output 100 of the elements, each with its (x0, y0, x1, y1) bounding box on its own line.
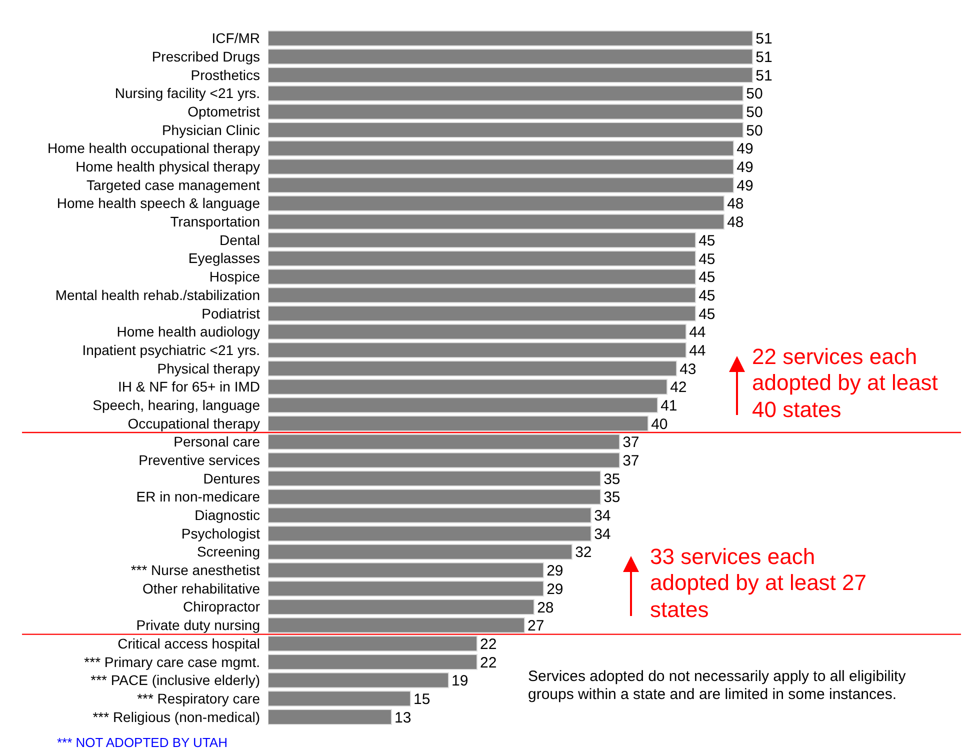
data-label: 42 (670, 379, 687, 396)
data-label: 50 (746, 104, 763, 122)
bar (268, 85, 744, 102)
y-tick-label: Dental (220, 232, 260, 248)
y-tick-label: Home health physical therapy (76, 158, 260, 175)
y-tick-label: Home health audiology (116, 324, 260, 340)
y-tick-label: *** Respiratory care (137, 690, 260, 706)
data-label: 50 (746, 86, 763, 103)
data-label: 45 (698, 306, 716, 323)
bar (268, 690, 412, 707)
data-label: 22 (480, 654, 497, 672)
data-label: 19 (452, 672, 468, 690)
y-tick-label: Prescribed Drugs (152, 48, 260, 64)
bar (268, 67, 754, 84)
bar (268, 580, 544, 597)
y-tick-label: Mental health rehab./stabilization (55, 286, 260, 303)
y-tick-label: Screening (196, 544, 260, 560)
data-label: 49 (736, 159, 754, 176)
bar (268, 562, 544, 578)
data-label: 29 (546, 562, 564, 580)
bar (268, 195, 725, 212)
data-label: 49 (736, 140, 754, 158)
y-tick-label: *** Primary care case mgmt. (84, 654, 260, 670)
y-tick-label: Podiatrist (202, 305, 260, 322)
y-tick-label: ER in non-medicare (136, 488, 260, 505)
bar (268, 214, 725, 230)
y-tick-label: Preventive services (138, 452, 260, 468)
bar (268, 48, 754, 65)
data-label: 35 (604, 470, 620, 488)
y-tick-label: Dentures (203, 470, 260, 486)
y-tick-label: Critical access hospital (118, 635, 260, 652)
bar (268, 416, 649, 432)
data-label: 50 (746, 122, 763, 140)
y-tick-label: Diagnostic (194, 507, 260, 524)
y-tick-label: Speech, hearing, language (92, 396, 260, 413)
annotation: 22 services each adopted by at least 40 states (752, 344, 939, 424)
data-label: 27 (528, 618, 544, 635)
y-tick-label: *** Nurse anesthetist (130, 562, 260, 578)
data-label: 29 (546, 580, 564, 598)
y-tick-label: Occupational therapy (128, 415, 260, 432)
data-label: 41 (660, 398, 678, 414)
bar (268, 140, 734, 156)
bar (268, 232, 696, 248)
y-tick-label: Physical therapy (157, 360, 260, 376)
y-tick-label: *** Religious (non-medical) (92, 708, 260, 725)
data-label: 22 (480, 636, 497, 653)
y-tick-label: Chiropractor (182, 598, 260, 615)
y-tick-label: Hospice (209, 268, 260, 285)
bar (268, 122, 744, 138)
bar (268, 397, 658, 414)
y-tick-label: Targeted case management (86, 176, 260, 193)
annotation: 33 services each adopted by at least 27 states (650, 544, 868, 624)
data-label: 13 (394, 709, 412, 726)
bar (268, 470, 602, 487)
bar (268, 488, 602, 505)
bar (268, 672, 450, 688)
y-tick-label: Optometrist (188, 104, 260, 120)
data-label: 48 (727, 214, 744, 232)
bar (268, 708, 392, 725)
bar (268, 324, 687, 340)
data-label: 40 (651, 416, 668, 433)
data-label: 45 (698, 250, 716, 268)
data-label: 43 (680, 360, 696, 378)
y-tick-label: Physician Clinic (162, 122, 260, 138)
bar (268, 305, 696, 322)
y-tick-label: IH & NF for 65+ in IMD (118, 378, 260, 395)
y-tick-label: *** PACE (inclusive elderly) (90, 672, 260, 688)
data-label: 49 (736, 177, 754, 194)
data-label: 15 (414, 690, 430, 708)
bar (268, 104, 744, 120)
y-tick-label: Transportation (170, 214, 260, 230)
bar (268, 452, 620, 468)
data-label: 37 (622, 452, 640, 470)
bar (268, 268, 696, 285)
text: *** NOT ADOPTED BY UTAH (57, 735, 228, 751)
y-tick-label: Inpatient psychiatric <21 yrs. (82, 342, 260, 358)
bar (268, 526, 592, 542)
data-label: 45 (698, 287, 716, 304)
annotation: Services adopted do not necessarily apply to all eligibility groups within a state and are limited in some instances. (528, 668, 907, 704)
bar (268, 250, 696, 266)
bar (268, 30, 754, 46)
y-tick-label: ICF/MR (212, 30, 260, 46)
bar (268, 636, 478, 652)
y-tick-label: Home health speech & language (56, 195, 260, 212)
bar (268, 654, 478, 670)
y-tick-label: Private duty nursing (136, 617, 260, 634)
data-label: 28 (537, 599, 554, 616)
data-label: 44 (689, 324, 706, 342)
y-tick-label: Nursing facility <21 yrs. (114, 85, 260, 102)
bar (268, 287, 696, 304)
bar (268, 507, 592, 524)
data-label: 34 (594, 508, 611, 525)
bar (268, 598, 535, 615)
y-tick-label: Psychologist (181, 525, 260, 542)
bar (268, 617, 526, 634)
data-label: 35 (604, 489, 620, 506)
data-label: 48 (727, 196, 744, 213)
data-label: 45 (698, 232, 716, 250)
data-label: 34 (594, 526, 611, 543)
bar (268, 434, 620, 450)
